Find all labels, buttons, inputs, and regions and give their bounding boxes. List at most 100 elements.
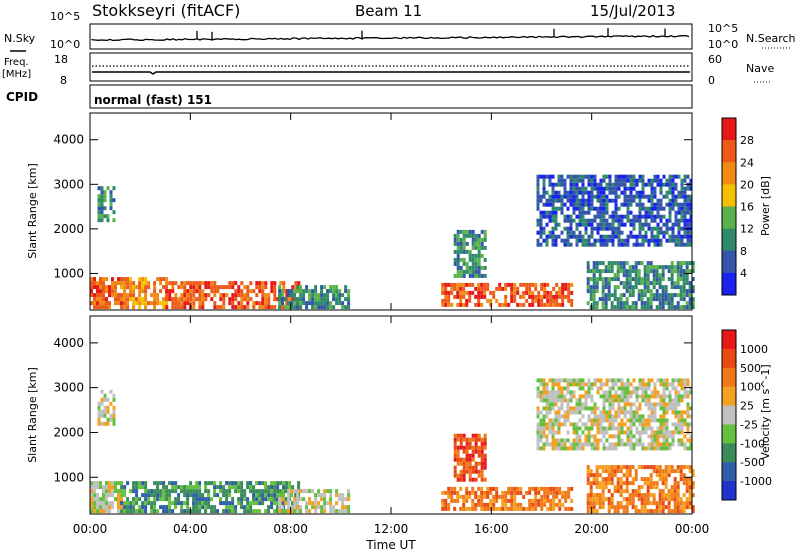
heatmap-cell xyxy=(150,293,154,298)
heatmap-cell xyxy=(688,497,692,502)
heatmap-cell xyxy=(656,206,660,211)
colorbar-tick-label: 12 xyxy=(740,223,754,236)
heatmap-cell xyxy=(598,465,602,470)
heatmap-cell xyxy=(341,293,345,298)
heatmap-cell xyxy=(474,469,478,474)
heatmap-cell xyxy=(598,501,602,506)
heatmap-cell xyxy=(668,382,672,387)
heatmap-cell xyxy=(599,178,603,183)
heatmap-cell xyxy=(561,502,565,507)
heatmap-cell xyxy=(504,502,508,507)
heatmap-cell xyxy=(557,206,561,211)
heatmap-cell xyxy=(626,242,630,247)
heatmap-cell xyxy=(162,485,166,490)
heatmap-cell xyxy=(625,285,629,290)
heatmap-cell xyxy=(620,190,624,195)
heatmap-cell xyxy=(611,442,615,447)
heatmap-cell xyxy=(513,290,517,295)
heatmap-cell xyxy=(653,194,657,199)
heatmap-cell xyxy=(480,473,484,478)
heatmap-cell xyxy=(676,481,680,486)
heatmap-cell xyxy=(691,261,695,266)
heatmap-cell xyxy=(447,502,451,507)
heatmap-cell xyxy=(679,261,683,266)
heatmap-cell xyxy=(566,242,570,247)
heatmap-cell xyxy=(153,285,157,290)
heatmap-cell xyxy=(599,426,603,431)
heatmap-cell xyxy=(554,390,558,395)
heatmap-cell xyxy=(551,426,555,431)
heatmap-cell xyxy=(273,297,277,302)
heatmap-cell xyxy=(608,190,612,195)
heatmap-cell xyxy=(688,505,692,510)
heatmap-cell xyxy=(607,501,611,506)
heatmap-cell xyxy=(186,281,190,286)
heatmap-cell xyxy=(587,394,591,399)
heatmap-cell xyxy=(165,305,169,310)
heatmap-cell xyxy=(650,418,654,423)
heatmap-cell xyxy=(598,473,602,478)
heatmap-cell xyxy=(592,297,596,302)
heatmap-cell xyxy=(168,293,172,298)
heatmap-cell xyxy=(557,182,561,187)
heatmap-cell xyxy=(682,285,686,290)
heatmap-cell xyxy=(635,386,639,391)
heatmap-cell xyxy=(222,305,226,310)
heatmap-cell xyxy=(646,305,650,310)
heatmap-cell xyxy=(688,489,692,494)
heatmap-cell xyxy=(649,305,653,310)
heatmap-cell xyxy=(174,301,178,306)
heatmap-cell xyxy=(566,226,570,231)
heatmap-cell xyxy=(93,301,96,306)
heatmap-cell xyxy=(607,265,611,270)
heatmap-cell xyxy=(638,418,642,423)
heatmap-cell xyxy=(661,293,665,298)
heatmap-cell xyxy=(641,182,645,187)
heatmap-cell xyxy=(664,265,668,270)
heatmap-cell xyxy=(100,214,104,219)
colorbar-tick-label: 25 xyxy=(740,400,754,413)
heatmap-cell xyxy=(540,302,544,307)
heatmap-cell xyxy=(560,394,564,399)
heatmap-cell xyxy=(545,190,549,195)
heatmap-cell xyxy=(96,281,99,286)
heatmap-cell xyxy=(604,269,608,274)
heatmap-cell xyxy=(566,194,570,199)
heatmap-cell xyxy=(534,490,538,495)
heatmap-cell xyxy=(444,506,448,511)
heatmap-cell xyxy=(566,398,570,403)
heatmap-cell xyxy=(641,442,645,447)
heatmap-cell xyxy=(120,509,124,514)
heatmap-cell xyxy=(586,505,590,510)
heatmap-cell xyxy=(608,378,612,383)
heatmap-cell xyxy=(180,305,184,310)
heatmap-cell xyxy=(673,485,677,490)
heatmap-cell xyxy=(141,301,145,306)
heatmap-cell xyxy=(643,497,647,502)
heatmap-cell xyxy=(596,438,600,443)
heatmap-cell xyxy=(605,218,609,223)
heatmap-cell xyxy=(180,293,184,298)
heatmap-cell xyxy=(641,190,645,195)
heatmap-cell xyxy=(620,222,624,227)
heatmap-cell xyxy=(563,422,567,427)
heatmap-cell xyxy=(548,418,552,423)
heatmap-cell xyxy=(120,481,124,486)
heatmap-cell xyxy=(468,461,472,466)
heatmap-cell xyxy=(112,210,116,215)
heatmap-cell xyxy=(668,226,672,231)
heatmap-cell xyxy=(647,442,651,447)
heatmap-cell xyxy=(528,498,532,503)
heatmap-cell xyxy=(311,301,315,306)
heatmap-cell xyxy=(674,174,678,179)
heatmap-cell xyxy=(590,386,594,391)
heatmap-cell xyxy=(616,465,620,470)
heatmap-cell xyxy=(602,198,606,203)
heatmap-cell xyxy=(294,285,298,290)
heatmap-cell xyxy=(634,273,638,278)
heatmap-cell xyxy=(563,202,567,207)
heatmap-cell xyxy=(459,265,463,270)
heatmap-cell xyxy=(219,497,223,502)
heatmap-cell xyxy=(560,206,564,211)
heatmap-cell xyxy=(680,226,684,231)
